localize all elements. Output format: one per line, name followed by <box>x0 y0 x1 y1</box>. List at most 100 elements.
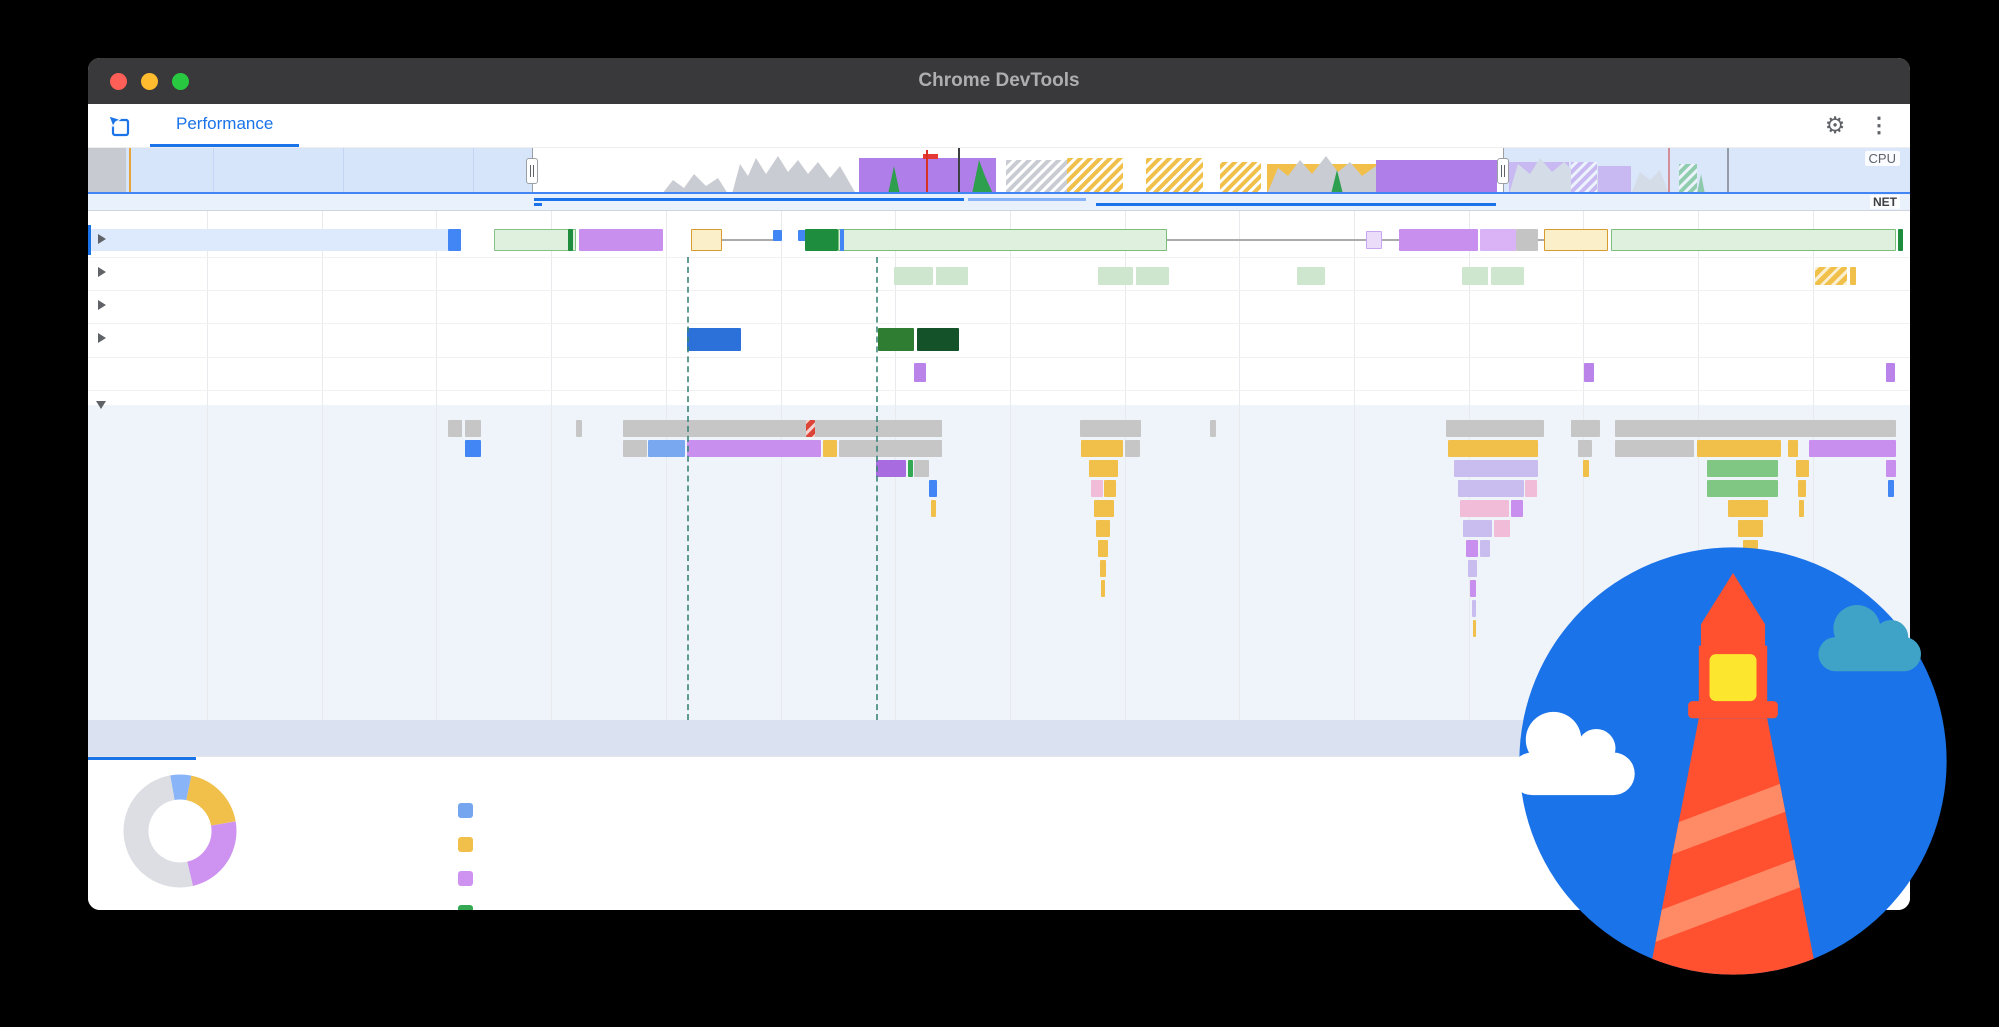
flame-bar[interactable] <box>465 440 481 457</box>
summary-tab-indicator[interactable] <box>88 757 196 760</box>
flame-bar[interactable] <box>876 460 906 477</box>
minimap-window-handle[interactable] <box>1497 158 1509 184</box>
more-options-button[interactable]: ⋮ <box>1862 109 1896 143</box>
flame-bar[interactable] <box>1125 440 1140 457</box>
flame-bar[interactable] <box>1446 420 1544 437</box>
flame-bar[interactable] <box>687 440 821 457</box>
flame-bar[interactable] <box>1480 229 1516 251</box>
flame-bar[interactable] <box>1571 420 1600 437</box>
flame-bar[interactable] <box>448 420 462 437</box>
flame-bar[interactable] <box>1098 267 1133 285</box>
flame-bar[interactable] <box>568 229 573 251</box>
flame-bar[interactable] <box>1615 440 1694 457</box>
flame-bar[interactable] <box>1136 267 1169 285</box>
timeline-overview[interactable]: CPU <box>88 148 1910 194</box>
flame-bar[interactable] <box>1728 500 1768 517</box>
inspect-element-button[interactable] <box>98 104 140 147</box>
flame-bar[interactable] <box>1297 267 1325 285</box>
flame-bar[interactable] <box>894 267 933 285</box>
flame-bar[interactable] <box>1799 500 1804 517</box>
flame-bar[interactable] <box>687 328 741 351</box>
flame-bar[interactable] <box>1888 480 1894 497</box>
flame-bar[interactable] <box>91 229 448 251</box>
flame-bar[interactable] <box>878 328 914 351</box>
flame-bar[interactable] <box>1101 580 1105 597</box>
flame-bar[interactable] <box>1096 520 1110 537</box>
flame-bar[interactable] <box>1089 460 1118 477</box>
flame-bar[interactable] <box>1886 363 1895 382</box>
track-expand-arrow[interactable] <box>98 333 106 343</box>
flame-bar[interactable] <box>1100 560 1106 577</box>
flame-bar[interactable] <box>917 328 959 351</box>
flame-bar[interactable] <box>1094 500 1114 517</box>
flame-bar[interactable] <box>838 229 1167 251</box>
flame-bar[interactable] <box>1697 440 1781 457</box>
flame-bar[interactable] <box>798 230 807 241</box>
flame-bar[interactable] <box>1080 420 1141 437</box>
flame-bar[interactable] <box>1525 480 1537 497</box>
close-button[interactable] <box>110 72 127 90</box>
flame-bar[interactable] <box>805 229 838 251</box>
flame-bar[interactable] <box>1494 520 1510 537</box>
track-collapse-arrow[interactable] <box>96 401 106 409</box>
flame-bar[interactable] <box>1898 229 1903 251</box>
flame-bar[interactable] <box>1796 460 1809 477</box>
track-expand-arrow[interactable] <box>98 300 106 310</box>
flame-bar[interactable] <box>1707 480 1778 497</box>
flame-bar[interactable] <box>929 480 937 497</box>
flame-bar[interactable] <box>1798 480 1806 497</box>
flame-bar[interactable] <box>839 440 942 457</box>
flame-bar[interactable] <box>623 420 942 437</box>
flame-bar[interactable] <box>1454 460 1538 477</box>
flame-bar[interactable] <box>1104 480 1116 497</box>
flame-bar[interactable] <box>1544 229 1608 251</box>
flame-bar[interactable] <box>1460 500 1509 517</box>
flame-bar[interactable] <box>448 229 461 251</box>
flame-bar[interactable] <box>1462 267 1488 285</box>
flame-bar[interactable] <box>623 440 647 457</box>
flame-bar[interactable] <box>1584 363 1594 382</box>
flame-bar[interactable] <box>1466 540 1478 557</box>
flame-bar[interactable] <box>840 229 844 251</box>
flame-bar[interactable] <box>1511 500 1523 517</box>
flame-bar[interactable] <box>1472 600 1476 617</box>
flame-bar[interactable] <box>823 440 837 457</box>
flame-bar[interactable] <box>1081 440 1123 457</box>
flame-bar[interactable] <box>579 229 663 251</box>
flame-bar[interactable] <box>465 420 481 437</box>
flame-bar[interactable] <box>1491 267 1524 285</box>
flame-bar[interactable] <box>908 460 913 477</box>
flame-bar[interactable] <box>1788 440 1798 457</box>
flame-bar[interactable] <box>1470 580 1476 597</box>
flame-bar[interactable] <box>1098 540 1108 557</box>
window-titlebar[interactable]: Chrome DevTools <box>88 58 1910 104</box>
flame-bar[interactable] <box>494 229 576 251</box>
flame-bar[interactable] <box>1463 520 1492 537</box>
flame-bar[interactable] <box>1399 229 1478 251</box>
flame-bar[interactable] <box>1738 520 1763 537</box>
flame-bar[interactable] <box>1886 460 1896 477</box>
minimize-button[interactable] <box>141 72 158 90</box>
flame-bar[interactable] <box>1707 460 1778 477</box>
flame-bar[interactable] <box>1578 440 1592 457</box>
track-expand-arrow[interactable] <box>98 267 106 277</box>
flame-bar[interactable] <box>1815 267 1847 285</box>
flame-bar[interactable] <box>1480 540 1490 557</box>
flame-bar[interactable] <box>1850 267 1856 285</box>
tab-performance[interactable]: Performance <box>150 104 300 147</box>
flame-bar[interactable] <box>936 267 968 285</box>
flame-bar[interactable] <box>914 363 926 382</box>
flame-bar[interactable] <box>1583 460 1589 477</box>
flame-bar[interactable] <box>1809 440 1896 457</box>
network-overview[interactable]: NET <box>88 194 1910 211</box>
flame-bar[interactable] <box>1516 229 1538 251</box>
flame-bar[interactable] <box>691 229 722 251</box>
flame-bar[interactable] <box>1210 420 1216 437</box>
minimap-window-handle[interactable] <box>526 158 538 184</box>
flame-bar[interactable] <box>1615 420 1896 437</box>
flame-bar[interactable] <box>1611 229 1896 251</box>
flame-bar[interactable] <box>648 440 685 457</box>
track-expand-arrow[interactable] <box>98 234 106 244</box>
flame-bar[interactable] <box>576 420 582 437</box>
flame-bar[interactable] <box>1448 440 1538 457</box>
